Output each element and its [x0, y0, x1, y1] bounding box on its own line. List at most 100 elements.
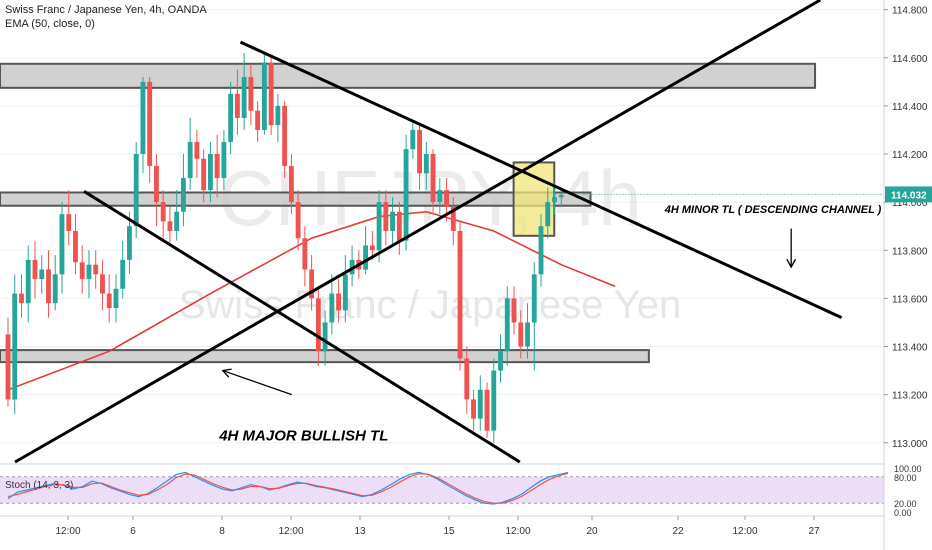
- candle: [450, 206, 456, 231]
- candle: [52, 274, 58, 304]
- candle: [295, 202, 301, 239]
- trendline: [14, 0, 822, 464]
- candle: [120, 259, 126, 289]
- candle: [106, 293, 112, 308]
- chart-title: Swiss Franc / Japanese Yen, 4h, OANDA: [5, 4, 207, 16]
- watermark-name: Swiss Franc / Japanese Yen: [179, 283, 682, 327]
- time-tick-label: 6: [130, 526, 136, 537]
- candle: [403, 149, 409, 241]
- candle: [187, 141, 193, 179]
- candle: [59, 214, 65, 275]
- candle: [66, 214, 72, 231]
- price-tick-label: 114.200: [892, 150, 928, 161]
- time-tick-label: 12:00: [505, 526, 530, 537]
- candle: [552, 197, 557, 203]
- time-tick-label: 22: [672, 526, 684, 537]
- candle: [498, 351, 503, 371]
- price-tick-label: 114.800: [892, 6, 928, 17]
- last-price-label: 114.032: [891, 190, 927, 201]
- candle: [417, 129, 422, 174]
- stoch-series: [7, 472, 569, 504]
- candle: [383, 202, 389, 231]
- candle: [248, 77, 254, 111]
- candle: [268, 62, 274, 126]
- candle: [127, 226, 132, 260]
- time-tick-label: 27: [808, 526, 820, 537]
- candle: [369, 245, 375, 251]
- candle: [545, 202, 551, 227]
- price-tick-label: 113.400: [892, 343, 928, 354]
- candle: [194, 141, 200, 159]
- price-tick-label: 113.200: [892, 391, 928, 402]
- price-tick-label: 113.600: [892, 294, 928, 305]
- candle: [160, 202, 166, 222]
- candle: [275, 105, 281, 126]
- candle: [336, 293, 342, 311]
- candle: [154, 166, 159, 203]
- indicator-label: EMA (50, close, 0): [5, 18, 95, 30]
- candle: [207, 154, 213, 191]
- candle: [396, 211, 402, 241]
- candle: [538, 226, 544, 275]
- candle: [376, 202, 382, 251]
- candle: [261, 62, 267, 130]
- candle: [430, 154, 436, 203]
- candle: [167, 221, 173, 231]
- trendline: [83, 190, 521, 464]
- candle: [214, 154, 220, 179]
- candle: [518, 322, 524, 347]
- candle: [93, 264, 99, 275]
- arrow: [222, 369, 292, 396]
- candle: [100, 274, 105, 294]
- candle: [140, 81, 146, 154]
- candle: [234, 93, 240, 118]
- candle: [255, 110, 261, 130]
- annotation: 4H MAJOR BULLISH TL: [218, 427, 388, 444]
- candle: [73, 231, 78, 263]
- candle: [201, 158, 207, 191]
- candle: [322, 322, 328, 352]
- candle: [5, 334, 11, 400]
- candle: [133, 154, 139, 227]
- candle: [241, 77, 247, 118]
- candle: [174, 211, 180, 231]
- candle: [228, 93, 234, 142]
- candle: [180, 178, 186, 212]
- arrow-head: [221, 368, 232, 378]
- candle: [471, 399, 476, 419]
- candle: [477, 389, 483, 419]
- price-tick-label: 113.000: [892, 439, 928, 450]
- stoch-tick-label: 100.00: [894, 464, 922, 474]
- candle: [437, 190, 443, 203]
- sr-zone: [0, 62, 817, 89]
- candle: [25, 259, 31, 304]
- candle: [32, 259, 38, 280]
- candle: [309, 269, 315, 299]
- candle: [39, 269, 45, 280]
- stoch-title: Stoch (14, 3, 3): [5, 480, 73, 491]
- candle: [511, 298, 517, 323]
- time-tick-label: 13: [354, 526, 366, 537]
- candle: [423, 154, 429, 174]
- candle: [19, 293, 24, 304]
- candle: [113, 288, 119, 308]
- time-tick-label: 12:00: [278, 526, 303, 537]
- stoch-tick-label: 0.00: [894, 508, 912, 518]
- candle: [86, 264, 92, 280]
- candle: [46, 269, 51, 304]
- candle: [12, 293, 18, 400]
- candle: [444, 190, 449, 207]
- candle: [329, 293, 335, 323]
- price-tick-label: 114.600: [892, 54, 928, 65]
- price-tick-label: 114.400: [892, 102, 928, 113]
- candle: [342, 274, 348, 311]
- candle: [147, 81, 153, 167]
- candle: [288, 166, 294, 203]
- price-tick-label: 114.000: [892, 198, 928, 209]
- stoch-tick-label: 20.00: [894, 499, 917, 509]
- candle: [221, 141, 227, 179]
- candle: [79, 262, 85, 280]
- candle: [410, 129, 416, 150]
- candle: [464, 358, 470, 400]
